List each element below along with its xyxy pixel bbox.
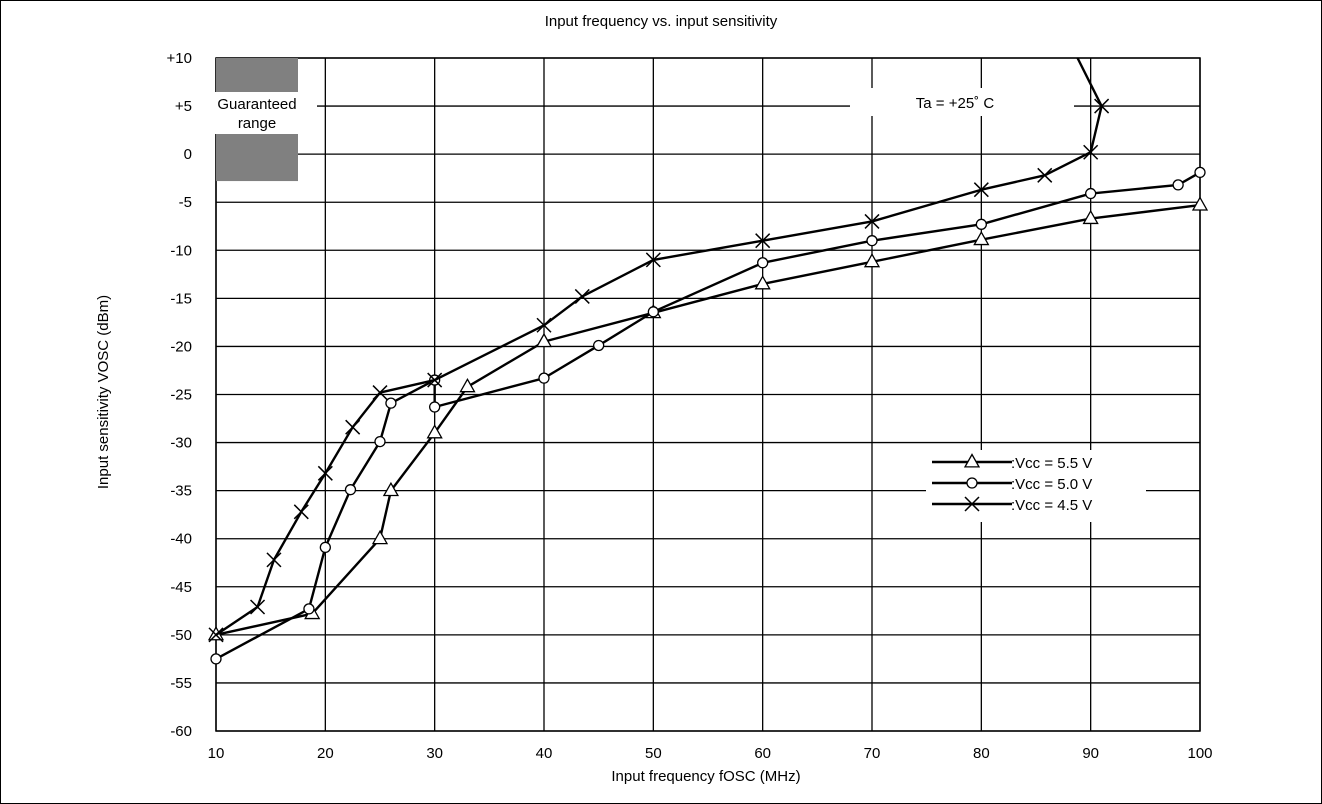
tick-labels: 10 20 30 40 50 60 70 80 90 100 +10 +5 0 -5 -10 -15 -20 -2… bbox=[167, 50, 1213, 762]
data-point bbox=[344, 484, 357, 496]
data-point bbox=[293, 504, 309, 520]
data-point bbox=[427, 372, 443, 388]
y-tick-label: -40 bbox=[170, 531, 192, 548]
data-point bbox=[459, 377, 476, 393]
data-point bbox=[536, 317, 552, 333]
x-tick-label: 30 bbox=[426, 745, 443, 762]
x-tick-label: 20 bbox=[317, 745, 334, 762]
data-point bbox=[1085, 187, 1097, 200]
data-point bbox=[864, 213, 880, 229]
data-point bbox=[1191, 196, 1209, 211]
y-tick-label: -45 bbox=[170, 579, 192, 596]
data-point bbox=[754, 275, 771, 290]
data-point bbox=[1194, 166, 1206, 179]
data-point bbox=[372, 385, 388, 401]
x-axis-label: Input frequency fOSC (MHz) bbox=[611, 768, 800, 785]
y-tick-label: -30 bbox=[170, 435, 192, 452]
grid-layer bbox=[215, 57, 1201, 732]
y-axis-label: Input sensitivity VOSC (dBm) bbox=[95, 295, 112, 489]
data-point bbox=[210, 653, 222, 665]
guaranteed-range: Guaranteed range bbox=[197, 58, 317, 182]
series-line bbox=[215, 105, 1103, 636]
data-point bbox=[975, 218, 987, 230]
chart-title: Input frequency vs. input sensitivity bbox=[545, 13, 778, 30]
y-tick-label: -50 bbox=[170, 627, 192, 644]
legend-marker bbox=[966, 477, 978, 489]
data-point bbox=[250, 599, 266, 615]
data-point bbox=[382, 481, 400, 497]
x-tick-label: 60 bbox=[754, 745, 771, 762]
x-tick-label: 50 bbox=[645, 745, 662, 762]
x-tick-label: 70 bbox=[864, 745, 881, 762]
data-point bbox=[863, 253, 881, 268]
y-tick-label: +5 bbox=[175, 98, 192, 115]
data-point bbox=[757, 257, 769, 269]
data-point bbox=[1037, 167, 1053, 183]
data-point bbox=[1082, 209, 1099, 225]
y-tick-label: +10 bbox=[167, 50, 192, 67]
series-line bbox=[215, 171, 1201, 660]
data-point bbox=[345, 419, 361, 435]
guaranteed-range-label-bg bbox=[197, 92, 317, 134]
data-point bbox=[538, 372, 550, 384]
x-tick-label: 40 bbox=[536, 745, 553, 762]
x-tick-label: 80 bbox=[973, 745, 990, 762]
guaranteed-range-label-line1: Guaranteed bbox=[217, 96, 296, 113]
y-tick-label: -60 bbox=[170, 723, 192, 740]
data-point bbox=[593, 339, 605, 352]
plot-border bbox=[215, 57, 1201, 732]
y-tick-label: -20 bbox=[170, 338, 192, 355]
x-tick-label: 10 bbox=[208, 745, 225, 762]
y-tick-label: -35 bbox=[170, 483, 192, 500]
temperature-label-bg bbox=[850, 88, 1074, 116]
series-line-extension bbox=[1076, 57, 1103, 107]
data-point bbox=[973, 182, 989, 198]
data-point bbox=[385, 397, 397, 409]
data-point bbox=[317, 465, 333, 481]
legend-label: :Vcc = 5.0 V bbox=[1011, 476, 1092, 493]
x-tick-label: 90 bbox=[1082, 745, 1099, 762]
data-point bbox=[973, 230, 990, 246]
data-point bbox=[319, 541, 331, 554]
y-tick-label: 0 bbox=[184, 146, 192, 163]
data-point bbox=[535, 332, 553, 348]
guaranteed-range-label-line2: range bbox=[238, 115, 276, 132]
legend-marker bbox=[964, 496, 980, 512]
data-point bbox=[426, 424, 443, 439]
data-point bbox=[574, 288, 590, 304]
legend-marker bbox=[963, 453, 981, 468]
data-point bbox=[371, 529, 389, 545]
data-point bbox=[429, 401, 441, 413]
y-tick-label: -25 bbox=[170, 387, 192, 404]
data-point bbox=[266, 552, 282, 568]
data-point bbox=[645, 252, 661, 268]
data-point bbox=[866, 235, 878, 247]
series-layer bbox=[207, 57, 1209, 665]
data-point bbox=[1094, 98, 1110, 114]
series-line bbox=[215, 203, 1201, 637]
temperature-label: Ta = +25˚ C bbox=[916, 95, 995, 112]
y-tick-label: -15 bbox=[170, 290, 192, 307]
data-point bbox=[1172, 179, 1184, 191]
x-tick-label: 100 bbox=[1187, 745, 1212, 762]
legend: :Vcc = 5.5 V :Vcc = 5.0 V :Vcc = 4.5 V bbox=[926, 450, 1146, 522]
y-tick-label: -10 bbox=[170, 242, 192, 259]
data-point bbox=[1083, 144, 1099, 160]
data-point bbox=[755, 233, 771, 249]
data-point bbox=[647, 306, 659, 318]
data-point bbox=[374, 435, 386, 448]
legend-label: :Vcc = 5.5 V bbox=[1011, 455, 1092, 472]
legend-label: :Vcc = 4.5 V bbox=[1011, 497, 1092, 514]
y-tick-label: -5 bbox=[179, 194, 192, 211]
data-point bbox=[303, 603, 315, 615]
data-point bbox=[208, 627, 224, 643]
y-tick-label: -55 bbox=[170, 675, 192, 692]
